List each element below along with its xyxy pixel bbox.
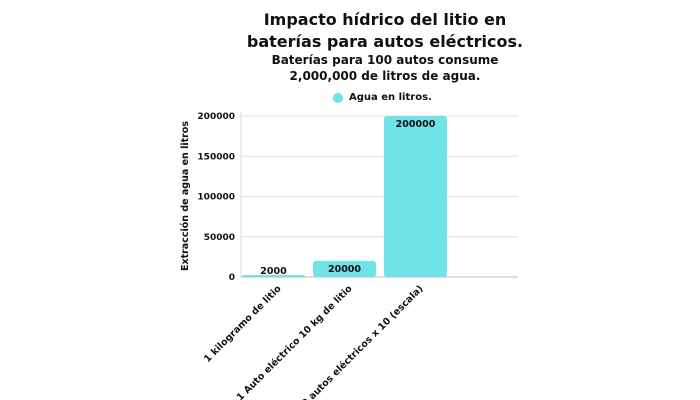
chart-subtitle-line2: 2,000,000 de litros de agua. — [289, 69, 481, 83]
chart-subtitle-line1: Baterías para 100 autos consume — [271, 53, 499, 67]
y-tick-label: 150000 — [197, 152, 235, 162]
y-axis-title: Extracción de agua en litros — [180, 121, 191, 271]
chart-title-line2: baterías para autos eléctricos. — [246, 32, 524, 51]
bar — [313, 260, 376, 277]
x-category-label: 100 autos eléctricos x 10 (escala) — [290, 283, 425, 400]
chart-title-line1: Impacto hídrico del litio en — [263, 10, 507, 29]
y-tick-label: 200000 — [197, 112, 235, 122]
bar — [242, 275, 305, 277]
y-tick-label: 50000 — [204, 233, 235, 243]
bar — [384, 116, 447, 277]
y-tick-label: 0 — [229, 273, 235, 283]
y-tick-label: 100000 — [197, 193, 235, 203]
data-label: 200000 — [396, 119, 436, 130]
legend-swatch — [333, 92, 343, 103]
chart-legend: Agua en litros. — [333, 92, 432, 103]
grid-lines — [240, 112, 518, 278]
data-label: 20000 — [328, 264, 361, 275]
x-category-label: 1 kilogramo de litio — [202, 283, 284, 365]
data-label: 2000 — [260, 266, 287, 277]
legend-label: Agua en litros. — [349, 92, 432, 103]
bars — [242, 116, 447, 277]
x-category-label: 1 Auto eléctrico 10 kg de litio — [235, 283, 355, 400]
